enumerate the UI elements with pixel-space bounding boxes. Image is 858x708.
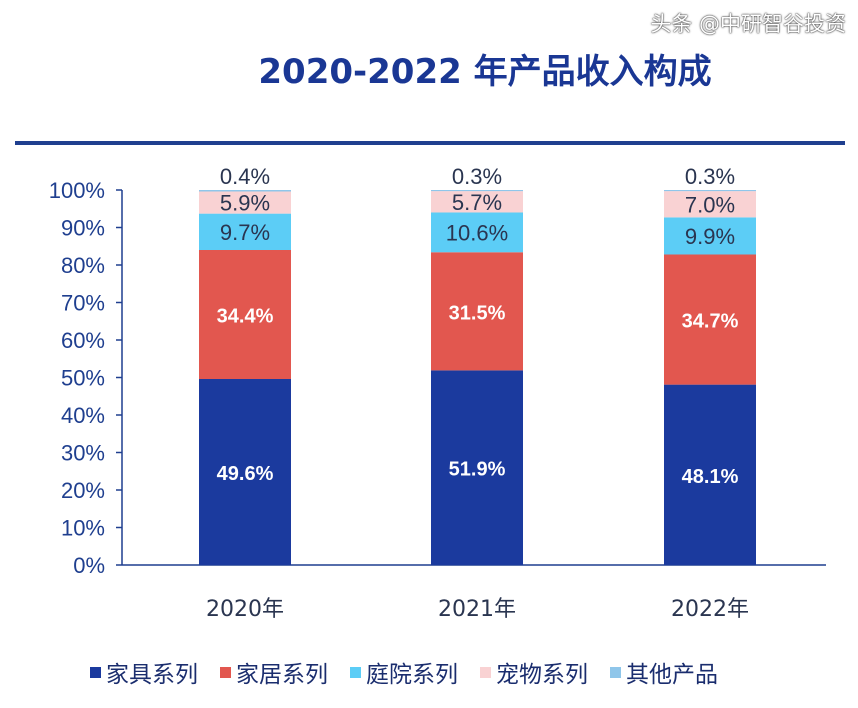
data-label: 0.4%: [220, 164, 270, 189]
title-divider: [15, 141, 845, 145]
bar-segment: [431, 212, 523, 253]
x-tick-label: 2021年: [438, 597, 516, 622]
legend-label: 家居系列: [236, 662, 328, 688]
legend-swatch: [610, 666, 621, 678]
x-tick-label: 2022年: [671, 597, 749, 622]
data-label: 9.9%: [685, 224, 735, 249]
bar-segment: [431, 370, 523, 565]
legend-item: 其他产品: [610, 655, 718, 689]
legend-label: 庭院系列: [366, 662, 458, 688]
y-tick-label: 40%: [61, 403, 105, 428]
bar-segment: [431, 190, 523, 192]
y-tick-label: 70%: [61, 291, 105, 316]
data-label: 9.7%: [220, 220, 270, 245]
y-tick-label: 30%: [61, 441, 105, 466]
legend: 家具系列 家居系列 庭院系列 宠物系列 其他产品: [90, 655, 718, 689]
bar-segment: [199, 379, 291, 565]
data-label: 49.6%: [217, 463, 274, 485]
y-tick-label: 10%: [61, 516, 105, 541]
y-tick-label: 20%: [61, 478, 105, 503]
watermark: 头条 @中研智谷投资: [650, 12, 846, 36]
data-label: 0.3%: [685, 164, 735, 189]
bar-segment: [199, 250, 291, 379]
data-label: 5.9%: [220, 191, 270, 216]
legend-swatch: [350, 666, 361, 678]
legend-swatch: [220, 666, 231, 678]
legend-label: 宠物系列: [496, 662, 588, 688]
x-tick-label: 2020年: [206, 597, 284, 622]
bar-segment: [664, 254, 756, 385]
bar-segment: [199, 190, 291, 192]
bar-segment: [664, 190, 756, 192]
data-label: 34.7%: [682, 311, 739, 333]
data-label: 51.9%: [449, 459, 506, 481]
y-tick-label: 100%: [49, 178, 105, 203]
legend-item: 庭院系列: [350, 655, 458, 689]
legend-item: 宠物系列: [480, 655, 588, 689]
y-tick-label: 50%: [61, 366, 105, 391]
y-tick-label: 60%: [61, 328, 105, 353]
bar-segment: [199, 213, 291, 250]
bar-segment: [664, 384, 756, 565]
legend-label: 家具系列: [106, 662, 198, 688]
data-label: 10.6%: [446, 220, 508, 245]
legend-swatch: [90, 666, 101, 678]
legend-item: 家具系列: [90, 655, 198, 689]
chart-title: 2020-2022 年产品收入构成: [258, 52, 712, 92]
y-tick-label: 0%: [73, 553, 105, 578]
bar-segment: [431, 191, 523, 213]
bar-segment: [199, 191, 291, 214]
data-label: 31.5%: [449, 302, 506, 324]
bar-segment: [664, 217, 756, 255]
data-label: 34.4%: [217, 306, 274, 328]
legend-item: 家居系列: [220, 655, 328, 689]
data-label: 5.7%: [452, 190, 502, 215]
legend-label: 其他产品: [626, 662, 718, 688]
bar-segment: [664, 191, 756, 218]
data-label: 48.1%: [682, 466, 739, 488]
data-label: 0.3%: [452, 164, 502, 189]
data-label: 7.0%: [685, 192, 735, 217]
y-tick-label: 90%: [61, 216, 105, 241]
bar-segment: [431, 252, 523, 371]
legend-swatch: [480, 666, 491, 678]
y-tick-label: 80%: [61, 253, 105, 278]
